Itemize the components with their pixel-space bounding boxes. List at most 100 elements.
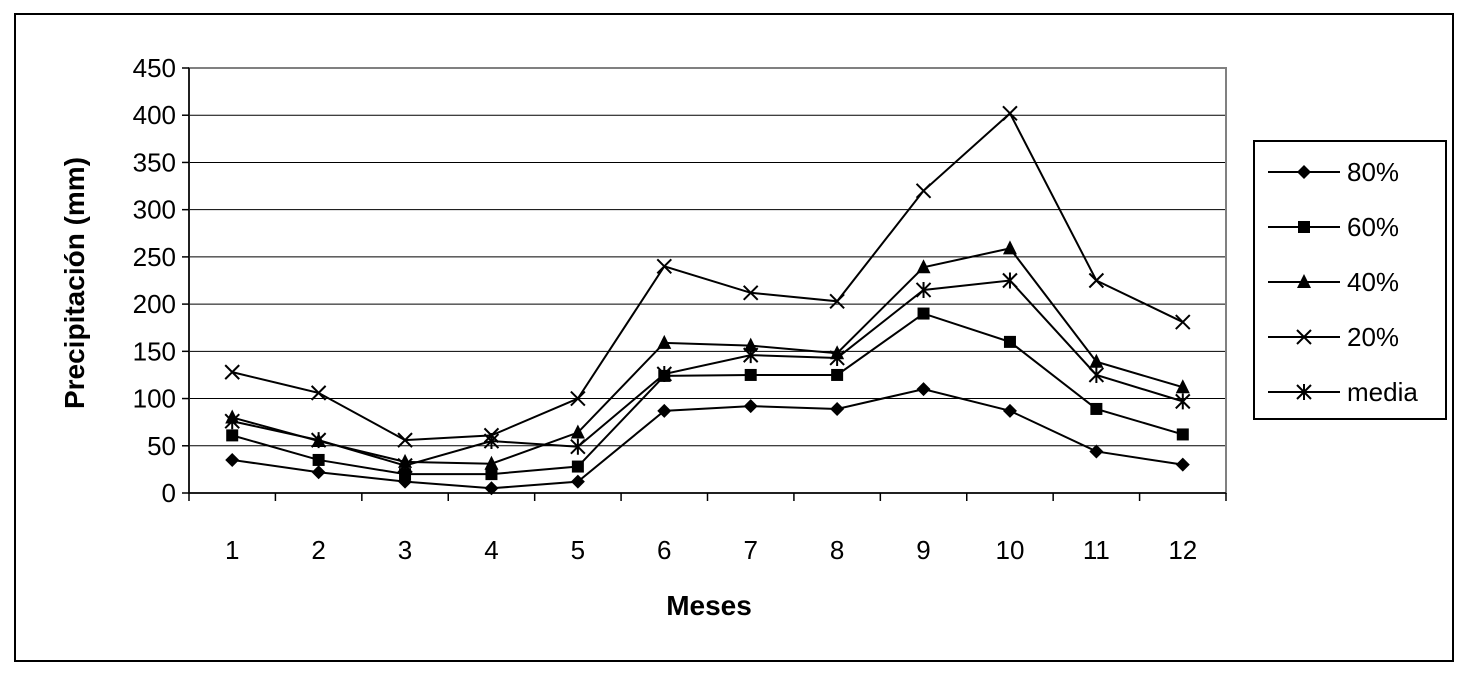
data-point [224,364,240,380]
data-point [916,259,931,274]
series-line [232,388,1183,490]
data-point [485,468,498,481]
data-point [483,433,500,450]
series-line [231,279,1184,467]
data-point [310,432,327,449]
x-tick-label: 8 [830,535,844,565]
y-tick-label: 400 [133,100,176,130]
data-point [656,258,672,275]
axes [182,67,1227,501]
x-tick-label: 5 [571,535,585,565]
y-tick-label: 450 [133,53,176,83]
series-x [224,105,1191,448]
y-tick-label: 100 [133,384,176,414]
data-point [743,347,759,364]
data-point [312,453,325,466]
data-point [484,481,499,496]
y-tick-label: 50 [147,431,176,461]
legend-label: 20% [1347,322,1399,352]
data-point [915,281,932,298]
x-tick-label: 11 [1083,535,1110,565]
legend-label: 40% [1347,267,1399,297]
data-point [571,460,584,473]
legend-label: media [1347,377,1418,407]
data-point [399,468,412,481]
data-point [1088,272,1105,289]
data-point [311,465,326,480]
y-tick-label: 250 [133,242,176,272]
series-layer [224,105,1191,496]
data-point [397,457,413,474]
y-tick-label: 300 [133,195,176,225]
data-point [915,183,932,199]
data-point [743,399,758,414]
chart-frame [14,13,1454,662]
data-point [743,285,759,301]
legend-label: 60% [1347,212,1399,242]
legend-item: media [1268,377,1418,407]
x-tick-label: 12 [1168,535,1197,565]
y-tick-label: 200 [133,289,176,319]
data-point [1003,335,1016,348]
data-point [226,429,239,442]
y-tick-label: 350 [133,147,176,177]
series-line [231,111,1184,442]
series-line [231,312,1184,476]
series-star [224,272,1191,474]
data-point [1002,403,1017,418]
data-point [1089,353,1104,368]
series-square [226,307,1189,481]
x-tick-label: 10 [995,535,1024,565]
legend-label: 80% [1347,157,1399,187]
data-point [1175,457,1190,472]
x-axis-title: Meses [666,590,752,621]
data-point [916,382,931,397]
data-point [570,424,585,439]
data-point [225,452,240,467]
legend-box [1253,140,1447,420]
legend: 80% 60% 40% 20% media [1268,157,1418,407]
data-point [743,337,758,352]
x-tick-label: 9 [916,535,930,565]
x-tick-label: 7 [743,535,757,565]
data-point [1176,428,1189,441]
legend-marker [1296,384,1312,400]
legend-marker [1298,221,1310,233]
legend-item: 80% [1268,157,1399,187]
legend-marker [1296,329,1312,345]
data-point [656,366,672,382]
data-point [657,334,672,349]
x-tick-label: 3 [398,535,412,565]
data-point [830,401,845,416]
data-point [484,455,499,470]
x-tick-label: 2 [311,535,325,565]
y-tick-label: 0 [162,478,176,508]
legend-marker [1297,274,1311,288]
data-point [917,307,930,320]
data-point [1088,366,1105,383]
data-point [1089,444,1104,459]
data-point [310,385,327,401]
data-point [570,474,585,489]
legend-item: 40% [1268,267,1399,297]
legend-item: 60% [1268,212,1399,242]
x-tick-label: 4 [484,535,498,565]
y-axis-title: Precipitación (mm) [59,157,90,409]
x-tick-label: 6 [657,535,671,565]
series-line [231,247,1184,465]
data-point [570,390,586,407]
data-point [1175,379,1190,394]
data-point [657,403,672,418]
y-tick-label: 150 [133,336,176,366]
data-point [397,432,413,448]
data-point [1090,402,1103,415]
data-point [224,413,240,430]
data-point [1002,105,1018,122]
data-point [744,368,757,381]
data-point [829,293,845,309]
legend-marker [1297,165,1311,179]
series-triangle [225,240,1190,470]
data-point [1175,314,1191,330]
data-point [570,438,586,455]
